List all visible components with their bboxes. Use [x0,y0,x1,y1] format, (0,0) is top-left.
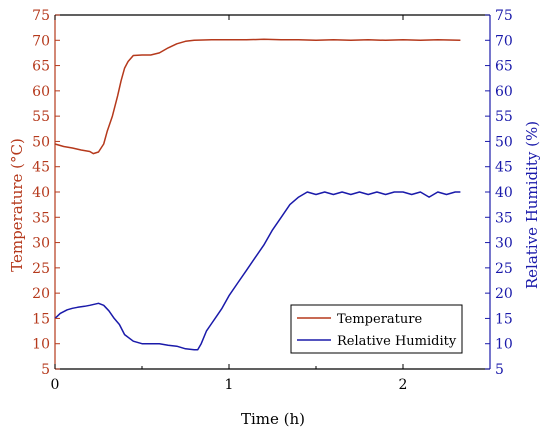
left-tick-label: 10 [32,337,50,353]
legend-box [290,304,463,354]
left-tick-label: 75 [32,8,50,24]
left-tick-label: 15 [32,311,50,327]
x-tick-label: 1 [225,377,234,393]
right-axis-ticks: 5 10 15 20 25 30 35 40 45 50 55 60 65 70 75 [485,8,513,378]
left-tick-label: 5 [41,362,50,378]
left-tick-label: 25 [32,261,50,277]
legend: Temperature Relative Humidity [290,304,463,354]
x-tick-label: 2 [399,377,408,393]
right-tick-label: 35 [495,210,513,226]
left-tick-label: 55 [32,109,50,125]
right-tick-label: 25 [495,261,513,277]
left-tick-label: 70 [32,33,50,49]
x-axis-title: Time (h) [241,410,305,428]
right-tick-label: 40 [495,185,513,201]
right-tick-label: 10 [495,337,513,353]
left-tick-label: 60 [32,84,50,100]
right-tick-label: 20 [495,286,513,302]
left-axis-ticks: 5 10 15 20 25 30 35 40 45 50 55 60 65 70 75 [32,8,60,378]
plot-area [54,14,491,370]
right-tick-label: 50 [495,134,513,150]
right-tick-label: 15 [495,311,513,327]
right-tick-label: 5 [495,362,504,378]
right-tick-label: 75 [495,8,513,24]
left-tick-label: 65 [32,59,50,75]
right-tick-label: 45 [495,160,513,176]
x-tick-label: 0 [51,377,60,393]
left-tick-label: 20 [32,286,50,302]
left-tick-label: 50 [32,134,50,150]
temperature-series-line [54,38,461,155]
right-tick-label: 60 [495,84,513,100]
legend-label-temperature: Temperature [337,312,422,327]
legend-label-humidity: Relative Humidity [337,334,457,349]
right-axis-title: Relative Humidity (%) [523,121,541,289]
right-tick-label: 70 [495,33,513,49]
left-tick-label: 40 [32,185,50,201]
left-tick-label: 30 [32,236,50,252]
left-axis-title: Temperature (°C) [8,138,26,272]
right-tick-label: 65 [495,59,513,75]
left-tick-label: 45 [32,160,50,176]
right-tick-label: 55 [495,109,513,125]
x-axis-ticks: 0 1 2 [51,15,408,393]
right-tick-label: 30 [495,236,513,252]
left-tick-label: 35 [32,210,50,226]
humidity-series-line [54,191,461,351]
